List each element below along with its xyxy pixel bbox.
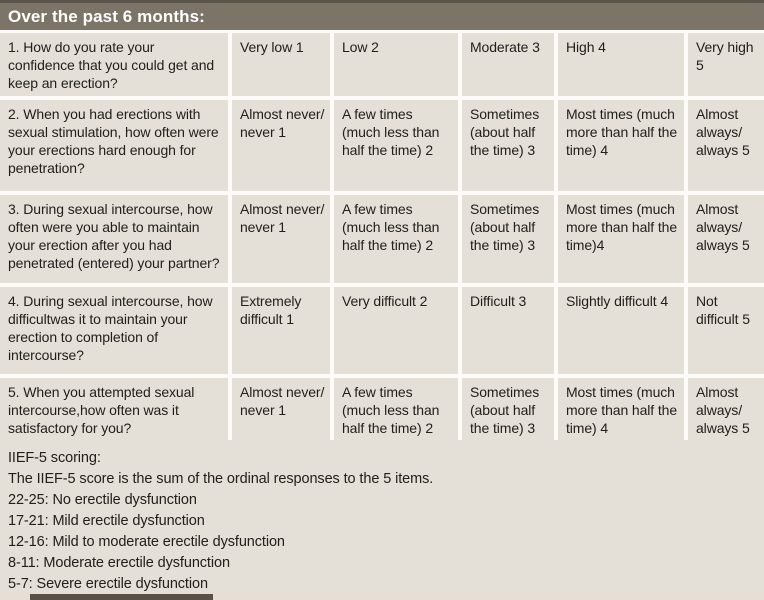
top-border [0, 0, 764, 3]
scoring-description: The IIEF-5 score is the sum of the ordin… [8, 471, 434, 487]
table-header-bar: Over the past 6 months: [0, 3, 764, 30]
option-cell-5-4: Most times (much more than half the time… [558, 378, 684, 440]
option-cell-1-3: Moderate 3 [462, 33, 554, 96]
scoring-range-severe: 5-7: Severe erectile dysfunction [8, 576, 208, 592]
option-cell-4-4: Slightly difficult 4 [558, 287, 684, 374]
question-cell-1: 1. How do you rate your confidence that … [0, 33, 228, 96]
option-cell-4-2: Very difficult 2 [334, 287, 458, 374]
option-cell-5-5: Almost always/ always 5 [688, 378, 764, 440]
option-cell-3-2: A few times (much less than half the tim… [334, 195, 458, 283]
header-title: Over the past 6 months: [8, 6, 205, 26]
option-cell-5-3: Sometimes (about half the time) 3 [462, 378, 554, 440]
option-cell-5-1: Almost never/ never 1 [232, 378, 330, 440]
option-cell-2-1: Almost never/ never 1 [232, 100, 330, 191]
scoring-title: IIEF-5 scoring: [8, 450, 101, 466]
bottom-margin-strip [0, 593, 764, 600]
header-divider [0, 30, 764, 33]
option-cell-4-1: Extremely difficult 1 [232, 287, 330, 374]
question-cell-2: 2. When you had erections with sexual st… [0, 100, 228, 191]
option-cell-2-2: A few times (much less than half the tim… [334, 100, 458, 191]
question-cell-3: 3. During sexual intercourse, how often … [0, 195, 228, 283]
scoring-notes: IIEF-5 scoring: The IIEF-5 score is the … [0, 440, 764, 593]
bottom-bar [30, 594, 213, 600]
scoring-range-mild-moderate: 12-16: Mild to moderate erectile dysfunc… [8, 534, 285, 550]
option-cell-3-4: Most times (much more than half the time… [558, 195, 684, 283]
scoring-range-none: 22-25: No erectile dysfunction [8, 492, 197, 508]
option-cell-4-5: Not difficult 5 [688, 287, 764, 374]
question-cell-4: 4. During sexual intercourse, how diffic… [0, 287, 228, 374]
option-cell-2-4: Most times (much more than half the time… [558, 100, 684, 191]
option-cell-2-3: Sometimes (about half the time) 3 [462, 100, 554, 191]
option-cell-3-1: Almost never/ never 1 [232, 195, 330, 283]
option-cell-1-1: Very low 1 [232, 33, 330, 96]
scoring-range-mild: 17-21: Mild erectile dysfunction [8, 513, 205, 529]
option-cell-5-2: A few times (much less than half the tim… [334, 378, 458, 440]
scoring-range-moderate: 8-11: Moderate erectile dysfunction [8, 555, 230, 571]
option-cell-4-3: Difficult 3 [462, 287, 554, 374]
option-cell-3-5: Almost always/ always 5 [688, 195, 764, 283]
option-cell-2-5: Almost always/ always 5 [688, 100, 764, 191]
questions-table: 1. How do you rate your confidence that … [0, 33, 764, 440]
option-cell-3-3: Sometimes (about half the time) 3 [462, 195, 554, 283]
question-cell-5: 5. When you attempted sexual intercourse… [0, 378, 228, 440]
option-cell-1-2: Low 2 [334, 33, 458, 96]
option-cell-1-4: High 4 [558, 33, 684, 96]
option-cell-1-5: Very high 5 [688, 33, 764, 96]
